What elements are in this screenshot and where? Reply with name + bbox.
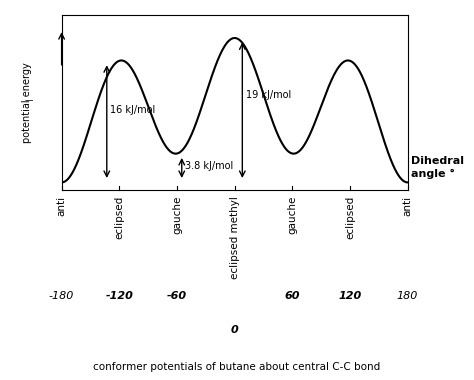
Text: potential energy: potential energy bbox=[22, 62, 32, 143]
Text: anti: anti bbox=[402, 196, 413, 216]
Text: 19 kJ/mol: 19 kJ/mol bbox=[246, 90, 292, 100]
Text: gauche: gauche bbox=[172, 196, 182, 234]
Text: -120: -120 bbox=[105, 291, 133, 301]
Text: 60: 60 bbox=[284, 291, 300, 301]
Text: 180: 180 bbox=[397, 291, 419, 301]
Text: 3.8 kJ/mol: 3.8 kJ/mol bbox=[185, 161, 233, 171]
Text: eclipsed: eclipsed bbox=[114, 196, 124, 239]
Text: conformer potentials of butane about central C-C bond: conformer potentials of butane about cen… bbox=[93, 363, 381, 372]
Text: anti: anti bbox=[56, 196, 67, 216]
Text: 120: 120 bbox=[338, 291, 362, 301]
Text: Dihedral
angle °: Dihedral angle ° bbox=[411, 155, 465, 179]
Text: -60: -60 bbox=[167, 291, 187, 301]
Text: eclipsed: eclipsed bbox=[345, 196, 355, 239]
Text: -180: -180 bbox=[49, 291, 74, 301]
Text: gauche: gauche bbox=[287, 196, 297, 234]
Text: 16 kJ/mol: 16 kJ/mol bbox=[109, 105, 155, 115]
Text: eclipsed methyl: eclipsed methyl bbox=[229, 196, 240, 279]
Text: —: — bbox=[25, 96, 33, 105]
Text: 0: 0 bbox=[231, 325, 238, 335]
